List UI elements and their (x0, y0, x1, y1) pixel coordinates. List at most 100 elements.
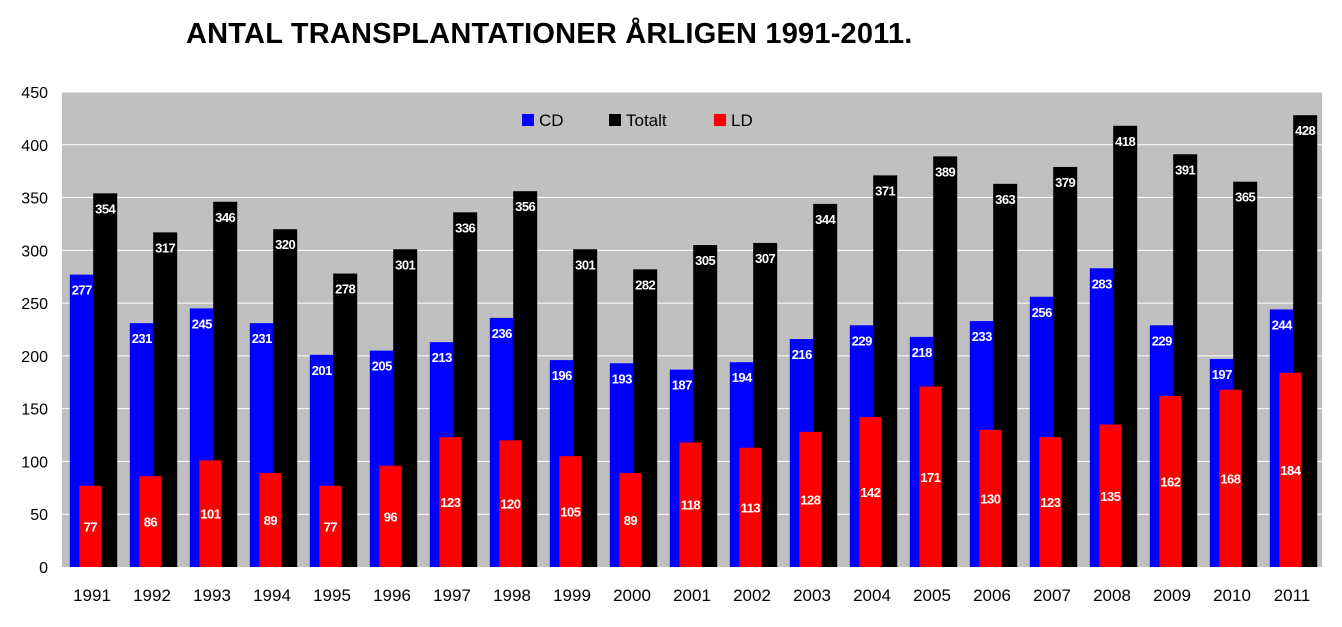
x-tick-label: 2000 (613, 586, 651, 605)
data-label: 205 (372, 359, 392, 374)
data-label: 391 (1175, 162, 1195, 177)
data-label: 233 (972, 329, 992, 344)
data-label: 389 (935, 164, 955, 179)
data-label: 379 (1055, 175, 1075, 190)
y-tick-label: 250 (21, 296, 48, 313)
legend-label-totalt: Totalt (626, 111, 667, 130)
data-label: 256 (1032, 305, 1052, 320)
data-label: 216 (792, 347, 812, 362)
data-label: 365 (1235, 190, 1255, 205)
x-tick-label: 2002 (733, 586, 771, 605)
legend-label-ld: LD (731, 111, 753, 130)
legend-swatch-totalt (609, 114, 621, 126)
data-label: 418 (1115, 134, 1135, 149)
x-tick-label: 1993 (193, 586, 231, 605)
data-label: 105 (560, 505, 580, 520)
bar-ld-1991 (79, 485, 102, 567)
x-tick-label: 2001 (673, 586, 711, 605)
data-label: 301 (575, 257, 595, 272)
data-label: 193 (612, 371, 632, 386)
data-label: 120 (500, 497, 520, 512)
data-label: 236 (492, 326, 512, 341)
x-tick-label: 2008 (1093, 586, 1131, 605)
data-label: 317 (155, 240, 175, 255)
bar-ld-2006 (979, 429, 1002, 567)
bar-ld-2005 (919, 386, 942, 567)
data-label: 86 (144, 515, 158, 530)
data-label: 356 (515, 199, 535, 214)
data-label: 123 (440, 495, 460, 510)
data-label: 96 (384, 509, 398, 524)
data-label: 77 (84, 519, 98, 534)
data-label: 135 (1100, 489, 1120, 504)
chart-title: ANTAL TRANSPLANTATIONER ÅRLIGEN 1991-201… (186, 18, 913, 50)
x-tick-label: 1995 (313, 586, 351, 605)
data-label: 320 (275, 237, 295, 252)
data-label: 277 (72, 283, 92, 298)
data-label: 184 (1280, 463, 1301, 478)
data-label: 283 (1092, 276, 1112, 291)
data-label: 142 (860, 485, 880, 500)
legend-swatch-cd (522, 114, 534, 126)
y-tick-label: 300 (21, 243, 48, 260)
data-label: 130 (980, 491, 1000, 506)
x-tick-label: 2009 (1153, 586, 1191, 605)
bar-ld-2002 (739, 447, 762, 567)
bar-ld-2008 (1099, 424, 1122, 567)
data-label: 168 (1220, 471, 1240, 486)
bar-ld-2010 (1219, 389, 1242, 567)
data-label: 201 (312, 363, 332, 378)
data-label: 128 (800, 492, 820, 507)
bar-ld-1997 (439, 437, 462, 567)
legend-label-cd: CD (539, 111, 564, 130)
y-tick-label: 200 (21, 349, 48, 366)
data-label: 229 (1152, 333, 1172, 348)
x-tick-label: 2011 (1274, 586, 1311, 605)
data-label: 213 (432, 350, 452, 365)
data-label: 354 (95, 201, 116, 216)
data-label: 123 (1040, 495, 1060, 510)
y-tick-label: 50 (30, 507, 48, 524)
bar-ld-1999 (559, 456, 582, 567)
data-label: 336 (455, 220, 475, 235)
legend-swatch-ld (714, 114, 726, 126)
data-label: 344 (815, 212, 836, 227)
bar-ld-1993 (199, 460, 222, 567)
bar-ld-1996 (379, 465, 402, 567)
bar-ld-1995 (319, 485, 342, 567)
data-label: 196 (552, 368, 572, 383)
x-tick-label: 1994 (253, 586, 291, 605)
data-label: 428 (1295, 123, 1315, 138)
bar-ld-1992 (139, 476, 162, 567)
bar-ld-2000 (619, 473, 642, 567)
data-label: 244 (1272, 317, 1293, 332)
bar-ld-2011 (1279, 372, 1302, 567)
data-label: 77 (324, 519, 338, 534)
y-tick-label: 350 (21, 191, 48, 208)
y-tick-label: 450 (21, 85, 48, 102)
data-label: 231 (132, 331, 152, 346)
y-tick-label: 100 (21, 454, 48, 471)
data-label: 305 (695, 253, 715, 268)
data-label: 371 (875, 183, 895, 198)
bar-ld-2003 (799, 431, 822, 567)
x-tick-label: 2007 (1033, 586, 1071, 605)
bars: 277 354 77 231 317 86 245 346 101 231 320 89 201 278 7… (69, 115, 1318, 568)
bar-ld-1994 (259, 473, 282, 567)
x-tick-label: 2010 (1213, 586, 1251, 605)
data-label: 171 (920, 470, 940, 485)
x-tick-label: 2004 (853, 586, 891, 605)
y-tick-label: 0 (39, 560, 48, 577)
data-label: 282 (635, 277, 655, 292)
x-tick-label: 1998 (493, 586, 531, 605)
data-label: 101 (200, 507, 220, 522)
x-tick-label: 1997 (433, 586, 471, 605)
data-label: 187 (672, 378, 692, 393)
bar-ld-1998 (499, 440, 522, 567)
y-axis: 0 50 100 150 200 250 300 350 400 450 (21, 85, 48, 577)
data-label: 218 (912, 345, 932, 360)
x-axis: 1991 1992 1993 1994 1995 1996 1997 1998 1999 2000… (73, 586, 1310, 605)
y-tick-label: 150 (21, 402, 48, 419)
data-label: 301 (395, 257, 415, 272)
